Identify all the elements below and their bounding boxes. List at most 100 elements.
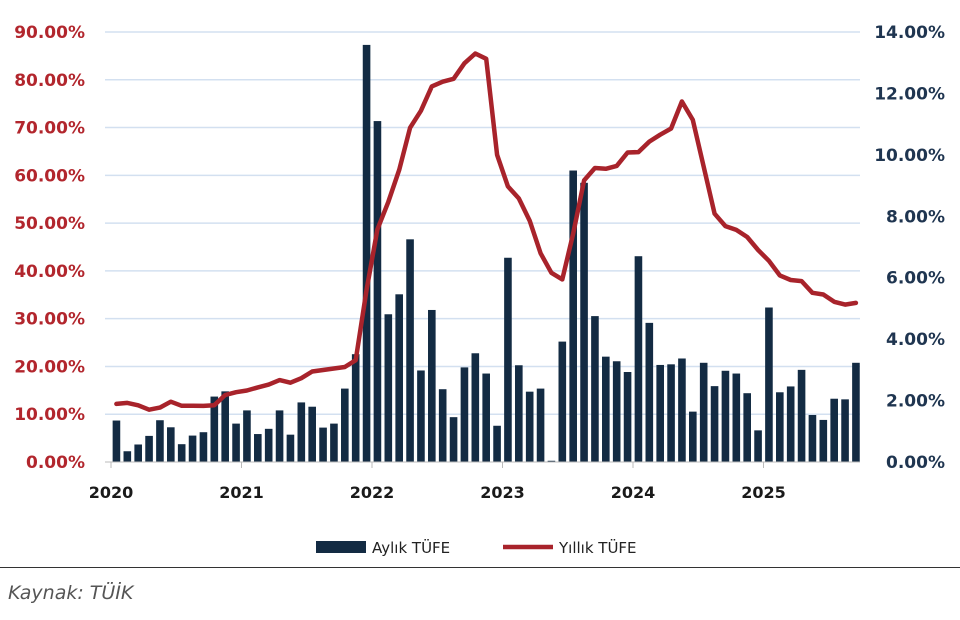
monthly-bar [732,373,741,462]
monthly-bar [634,256,643,462]
left-tick-label: 40.00% [14,262,85,282]
left-tick-label: 90.00% [14,23,85,43]
monthly-bar [808,415,817,462]
chart: 2020 2021 2022 2023 2024 2025 0.00% 10.00% 20.0… [14,23,945,557]
monthly-bar [417,370,425,462]
monthly-bar [536,388,545,462]
monthly-bar [515,365,523,462]
legend-label-monthly: Aylık TÜFE [372,538,450,557]
monthly-bar [656,364,664,462]
monthly-bar [210,396,219,462]
legend-label-annual: Yıllık TÜFE [558,538,637,557]
monthly-bar [547,460,556,462]
monthly-bar [841,399,849,462]
left-tick-label: 50.00% [14,214,85,234]
monthly-bar [689,411,697,462]
monthly-bar [504,257,512,462]
monthly-bar [471,353,480,462]
divider [0,567,960,568]
monthly-bar [297,402,306,462]
left-tick-label: 20.00% [14,357,85,377]
monthly-bar [449,417,458,462]
monthly-bar [721,370,730,462]
monthly-bar [754,430,762,462]
monthly-bar [177,444,186,462]
monthly-bar [830,398,838,462]
source-note: Kaynak: TÜİK [8,582,134,604]
monthly-bar [558,341,567,462]
monthly-bar [373,121,382,463]
monthly-bar [123,451,132,462]
monthly-bar [221,391,229,462]
monthly-bar [786,386,795,462]
right-axis: 0.00% 2.00% 4.00% 6.00% 8.00% 10.00% 12.00% 14.… [874,23,945,473]
monthly-bar [384,314,393,462]
monthly-bar [797,369,806,462]
monthly-bar [645,322,654,462]
left-tick-label: 70.00% [14,119,85,139]
monthly-bar [199,432,208,462]
monthly-bar [602,356,610,462]
monthly-bar [776,392,784,462]
monthly-bar [569,170,577,462]
left-tick-label: 10.00% [14,405,85,425]
monthly-bar [254,434,262,462]
x-tick-label: 2022 [350,483,395,502]
monthly-bar [699,362,708,462]
monthly-bar [667,364,675,462]
monthly-bar [580,182,588,463]
monthly-bar [156,420,164,462]
gridlines [105,31,860,415]
x-tick-label: 2024 [611,483,656,502]
annual-line [114,51,859,412]
right-tick-label: 8.00% [886,207,945,227]
x-tick-label: 2025 [741,483,786,502]
monthly-bar [438,389,447,462]
monthly-bar [167,427,175,462]
left-tick-label: 80.00% [14,71,85,91]
monthly-bar [145,435,153,462]
left-tick-label: 0.00% [26,453,85,473]
monthly-bar [330,423,338,462]
monthly-bar [286,434,295,462]
monthly-bar [710,386,719,462]
monthly-bar [493,425,501,462]
right-tick-label: 6.00% [886,269,945,289]
monthly-bar [623,372,632,462]
monthly-bars [112,44,860,463]
right-tick-label: 4.00% [886,330,945,350]
monthly-bar [852,362,860,462]
right-tick-label: 2.00% [886,392,945,412]
monthly-bar [232,423,240,462]
monthly-bar [243,410,251,462]
left-tick-label: 60.00% [14,166,85,186]
monthly-bar [275,410,284,462]
right-tick-label: 12.00% [874,84,945,104]
monthly-bar [678,358,686,462]
monthly-bar [460,367,469,462]
monthly-bar [765,307,773,462]
legend: Aylık TÜFE Yıllık TÜFE [316,538,637,557]
monthly-bar [351,354,360,462]
monthly-bar [188,435,197,462]
monthly-bar [612,361,621,462]
right-tick-label: 14.00% [874,23,945,43]
monthly-bar [743,393,751,462]
right-tick-label: 10.00% [874,146,945,166]
monthly-bar [308,406,316,462]
left-tick-label: 30.00% [14,310,85,330]
monthly-bar [341,388,349,462]
x-axis: 2020 2021 2022 2023 2024 2025 [89,462,786,502]
monthly-bar [395,294,403,462]
monthly-bar [482,373,490,462]
x-tick-label: 2020 [89,483,134,502]
monthly-bar [319,427,327,462]
x-tick-label: 2023 [480,483,525,502]
monthly-bar [406,239,414,462]
legend-swatch-monthly [316,541,366,553]
x-tick-label: 2021 [219,483,264,502]
monthly-bar [428,309,436,462]
left-axis: 0.00% 10.00% 20.00% 30.00% 40.00% 50.00% 60.00… [14,23,85,473]
right-tick-label: 0.00% [886,453,945,473]
monthly-bar [264,428,273,462]
